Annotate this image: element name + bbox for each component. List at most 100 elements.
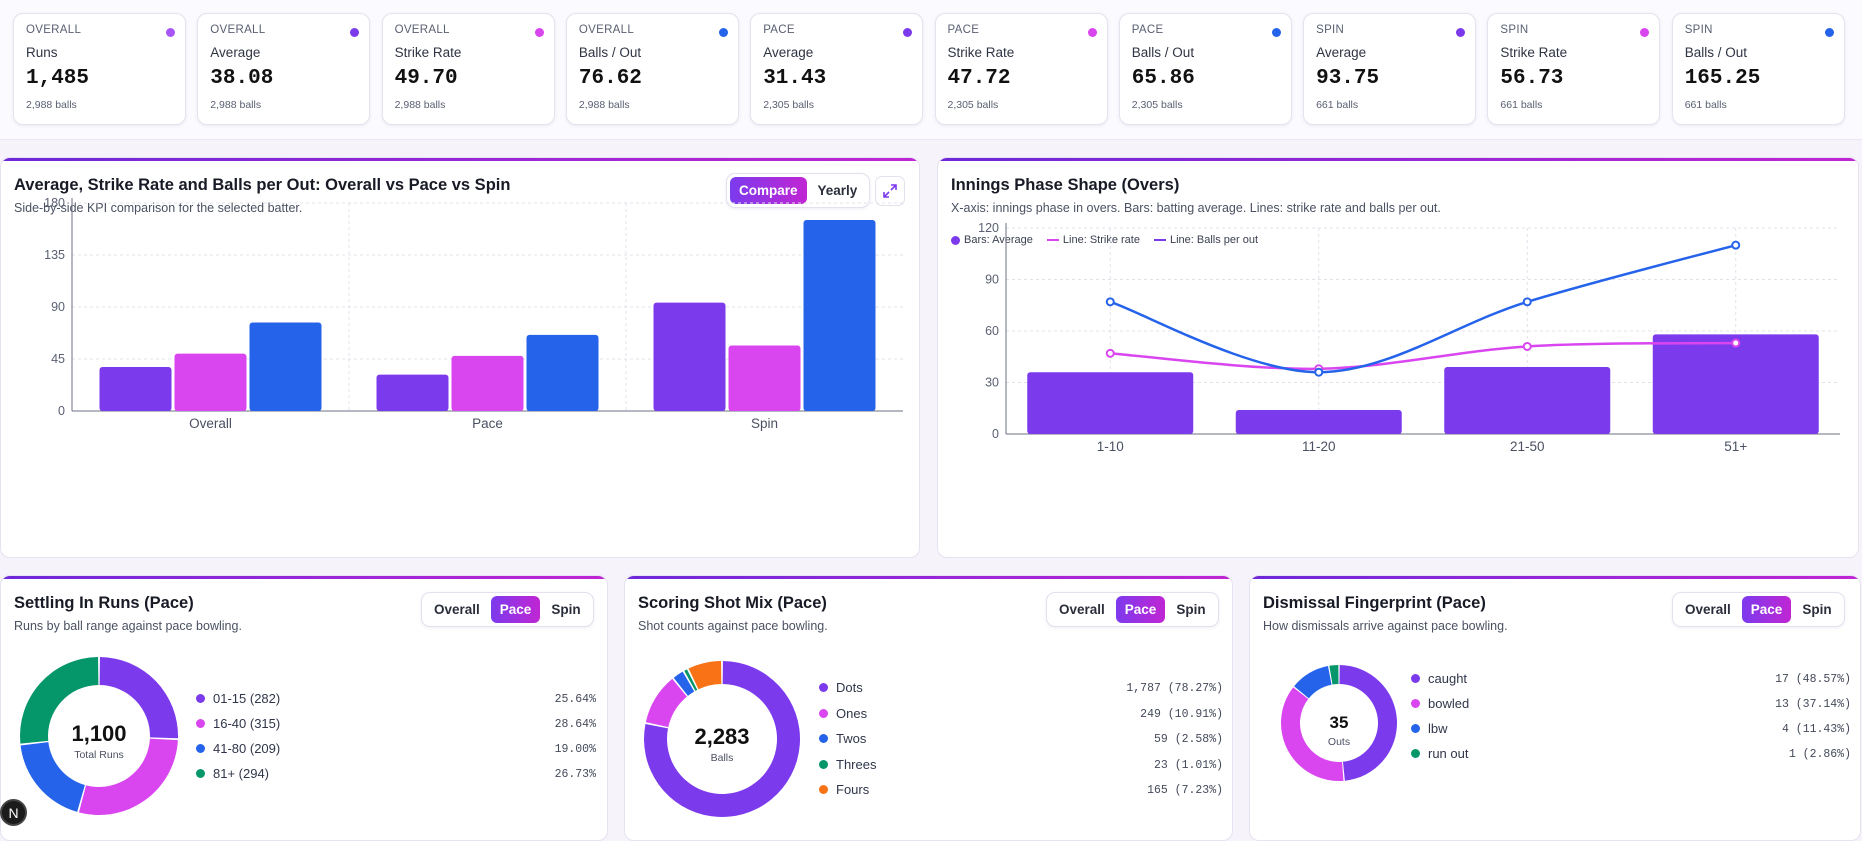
donut-slice — [688, 661, 722, 690]
bar — [376, 374, 449, 411]
compare-panel-subtitle: Side-by-side KPI comparison for the sele… — [14, 201, 303, 215]
legend-item: Dots — [819, 680, 863, 695]
yearly-button[interactable]: Yearly — [817, 183, 858, 198]
kpi-label: Balls / Out — [1131, 45, 1195, 60]
donut-slice — [78, 738, 178, 815]
kpi-label: Strike Rate — [1500, 45, 1568, 60]
compare-toggle: Compare Yearly — [726, 173, 871, 208]
kpi-value: 56.73 — [1500, 67, 1564, 90]
kpi-group: OVERALL — [578, 24, 635, 36]
legend-value: 19.00% — [554, 743, 596, 756]
kpi-sub: 2,988 balls — [578, 99, 630, 111]
legend-value: 13 (37.14%) — [1775, 698, 1851, 711]
kpi-card: OVERALL Average 38.08 2,988 balls — [197, 13, 371, 125]
legend-item: 16-40 (315) — [196, 716, 280, 731]
kpi-value: 93.75 — [1316, 67, 1380, 90]
donut-slice — [20, 742, 85, 812]
y-tick-label: 90 — [51, 300, 65, 314]
shot-donut: 2,283 Balls — [644, 661, 800, 817]
expand-icon — [883, 184, 897, 198]
kpi-label: Strike Rate — [394, 45, 462, 60]
settling-panel: Settling In Runs (Pace) Runs by ball ran… — [0, 575, 608, 841]
dismissal-toggle: Overall Pace Spin — [1672, 592, 1845, 627]
kpi-value: 31.43 — [763, 67, 827, 90]
legend-value: 23 (1.01%) — [1153, 758, 1223, 772]
legend-item: 81+ (294) — [196, 766, 269, 781]
overall-button[interactable]: Overall — [1059, 602, 1105, 617]
kpi-label: Runs — [26, 45, 58, 60]
compare-chart: 0 45 90 135 180 Overall Pace Spin — [44, 196, 903, 431]
donut-slice — [1281, 687, 1344, 781]
kpi-sub: 2,988 balls — [210, 99, 262, 111]
pace-button[interactable]: Pace — [1741, 596, 1792, 623]
pace-button[interactable]: Pace — [490, 596, 541, 623]
shot-toggle: Overall Pace Spin — [1046, 592, 1219, 627]
kpi-value: 1,485 — [26, 67, 90, 90]
kpi-sub: 2,305 balls — [1131, 99, 1183, 111]
settling-donut: 1,100 Total Runs — [20, 657, 178, 815]
kpi-group: OVERALL — [394, 24, 450, 36]
kpi-label: Strike Rate — [947, 45, 1015, 60]
legend-value: 249 (10.91%) — [1140, 707, 1223, 721]
line-point — [1105, 348, 1115, 358]
shot-legend: Dots 1,787 (78.27%) Ones 249 (10.91%) Twos 59… — [819, 680, 1223, 810]
y-tick-label: 120 — [978, 221, 999, 235]
legend-value: 165 (7.23%) — [1147, 784, 1223, 797]
kpi-card: OVERALL Runs 1,485 2,988 balls — [13, 13, 186, 125]
kpi-sub: 661 balls — [1684, 99, 1727, 111]
dismissal-panel-subtitle: How dismissals arrive against pace bowli… — [1263, 619, 1508, 633]
bar — [249, 322, 322, 411]
kpi-label: Average — [210, 45, 261, 60]
kpi-strip: OVERALL Runs 1,485 2,988 balls OVERALL Averag… — [0, 0, 1862, 140]
donut-slice — [99, 657, 178, 739]
shot-panel-title: Scoring Shot Mix (Pace) — [638, 594, 827, 612]
legend-value: 17 (48.57%) — [1775, 673, 1851, 686]
kpi-group: OVERALL — [210, 24, 266, 36]
spin-button[interactable]: Spin — [1176, 602, 1206, 617]
kpi-value: 47.72 — [947, 67, 1011, 90]
bar — [803, 220, 876, 411]
bar — [99, 366, 172, 411]
bar — [451, 355, 524, 411]
legend-item: lbw — [1411, 721, 1448, 736]
pace-button[interactable]: Pace — [1115, 596, 1166, 623]
overall-button[interactable]: Overall — [434, 602, 480, 617]
y-tick-label: 135 — [44, 248, 65, 262]
bar — [526, 334, 599, 411]
kpi-card: PACE Average 31.43 2,305 balls — [750, 13, 924, 125]
kpi-label: Balls / Out — [1684, 45, 1747, 60]
bar — [1235, 409, 1402, 434]
kpi-sub: 661 balls — [1500, 99, 1543, 111]
phase-panel-subtitle: X-axis: innings phase in overs. Bars: ba… — [951, 201, 1441, 215]
legend-value: 25.64% — [554, 693, 596, 706]
kpi-sub: 2,988 balls — [26, 99, 77, 111]
spin-button[interactable]: Spin — [551, 602, 581, 617]
compare-button[interactable]: Compare — [730, 177, 807, 204]
donut-center-value: 1,100 — [71, 721, 126, 746]
legend-item: Ones — [819, 706, 867, 721]
legend-item: Threes — [819, 757, 876, 772]
donut-slice — [644, 661, 800, 817]
kpi-color-dot — [1456, 28, 1466, 37]
kpi-sub: 2,988 balls — [394, 99, 446, 111]
line-point — [1731, 240, 1741, 250]
spin-button[interactable]: Spin — [1802, 602, 1832, 617]
settling-panel-title: Settling In Runs (Pace) — [14, 594, 194, 612]
kpi-value: 49.70 — [394, 67, 458, 90]
x-category-label: Pace — [472, 416, 503, 431]
expand-button[interactable] — [875, 176, 905, 206]
donut-slice — [1294, 666, 1332, 699]
legend-value: 28.64% — [554, 718, 596, 731]
kpi-value: 38.08 — [210, 67, 274, 90]
overall-button[interactable]: Overall — [1685, 602, 1731, 617]
kpi-color-dot — [1824, 28, 1834, 37]
shot-panel: Scoring Shot Mix (Pace) Shot counts agai… — [624, 575, 1233, 841]
settling-toggle: Overall Pace Spin — [421, 592, 594, 627]
legend-item: bowled — [1411, 696, 1469, 711]
dev-badge[interactable]: N — [0, 799, 27, 826]
legend-item: 01-15 (282) — [196, 691, 280, 706]
legend-value: 1 (2.86%) — [1788, 748, 1851, 761]
donut-slice — [1329, 665, 1339, 685]
line-point — [1731, 338, 1741, 348]
kpi-card: OVERALL Balls / Out 76.62 2,988 balls — [565, 13, 739, 125]
